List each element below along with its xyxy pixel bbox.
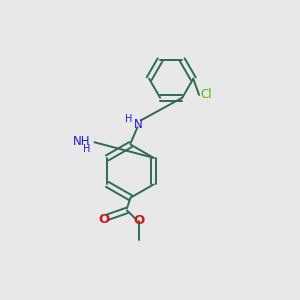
Text: Cl: Cl — [200, 88, 212, 101]
Text: H: H — [83, 144, 91, 154]
Text: N: N — [134, 118, 143, 131]
Text: O: O — [98, 213, 110, 226]
Text: O: O — [133, 214, 144, 227]
Text: H: H — [125, 114, 133, 124]
Text: NH: NH — [73, 135, 90, 148]
